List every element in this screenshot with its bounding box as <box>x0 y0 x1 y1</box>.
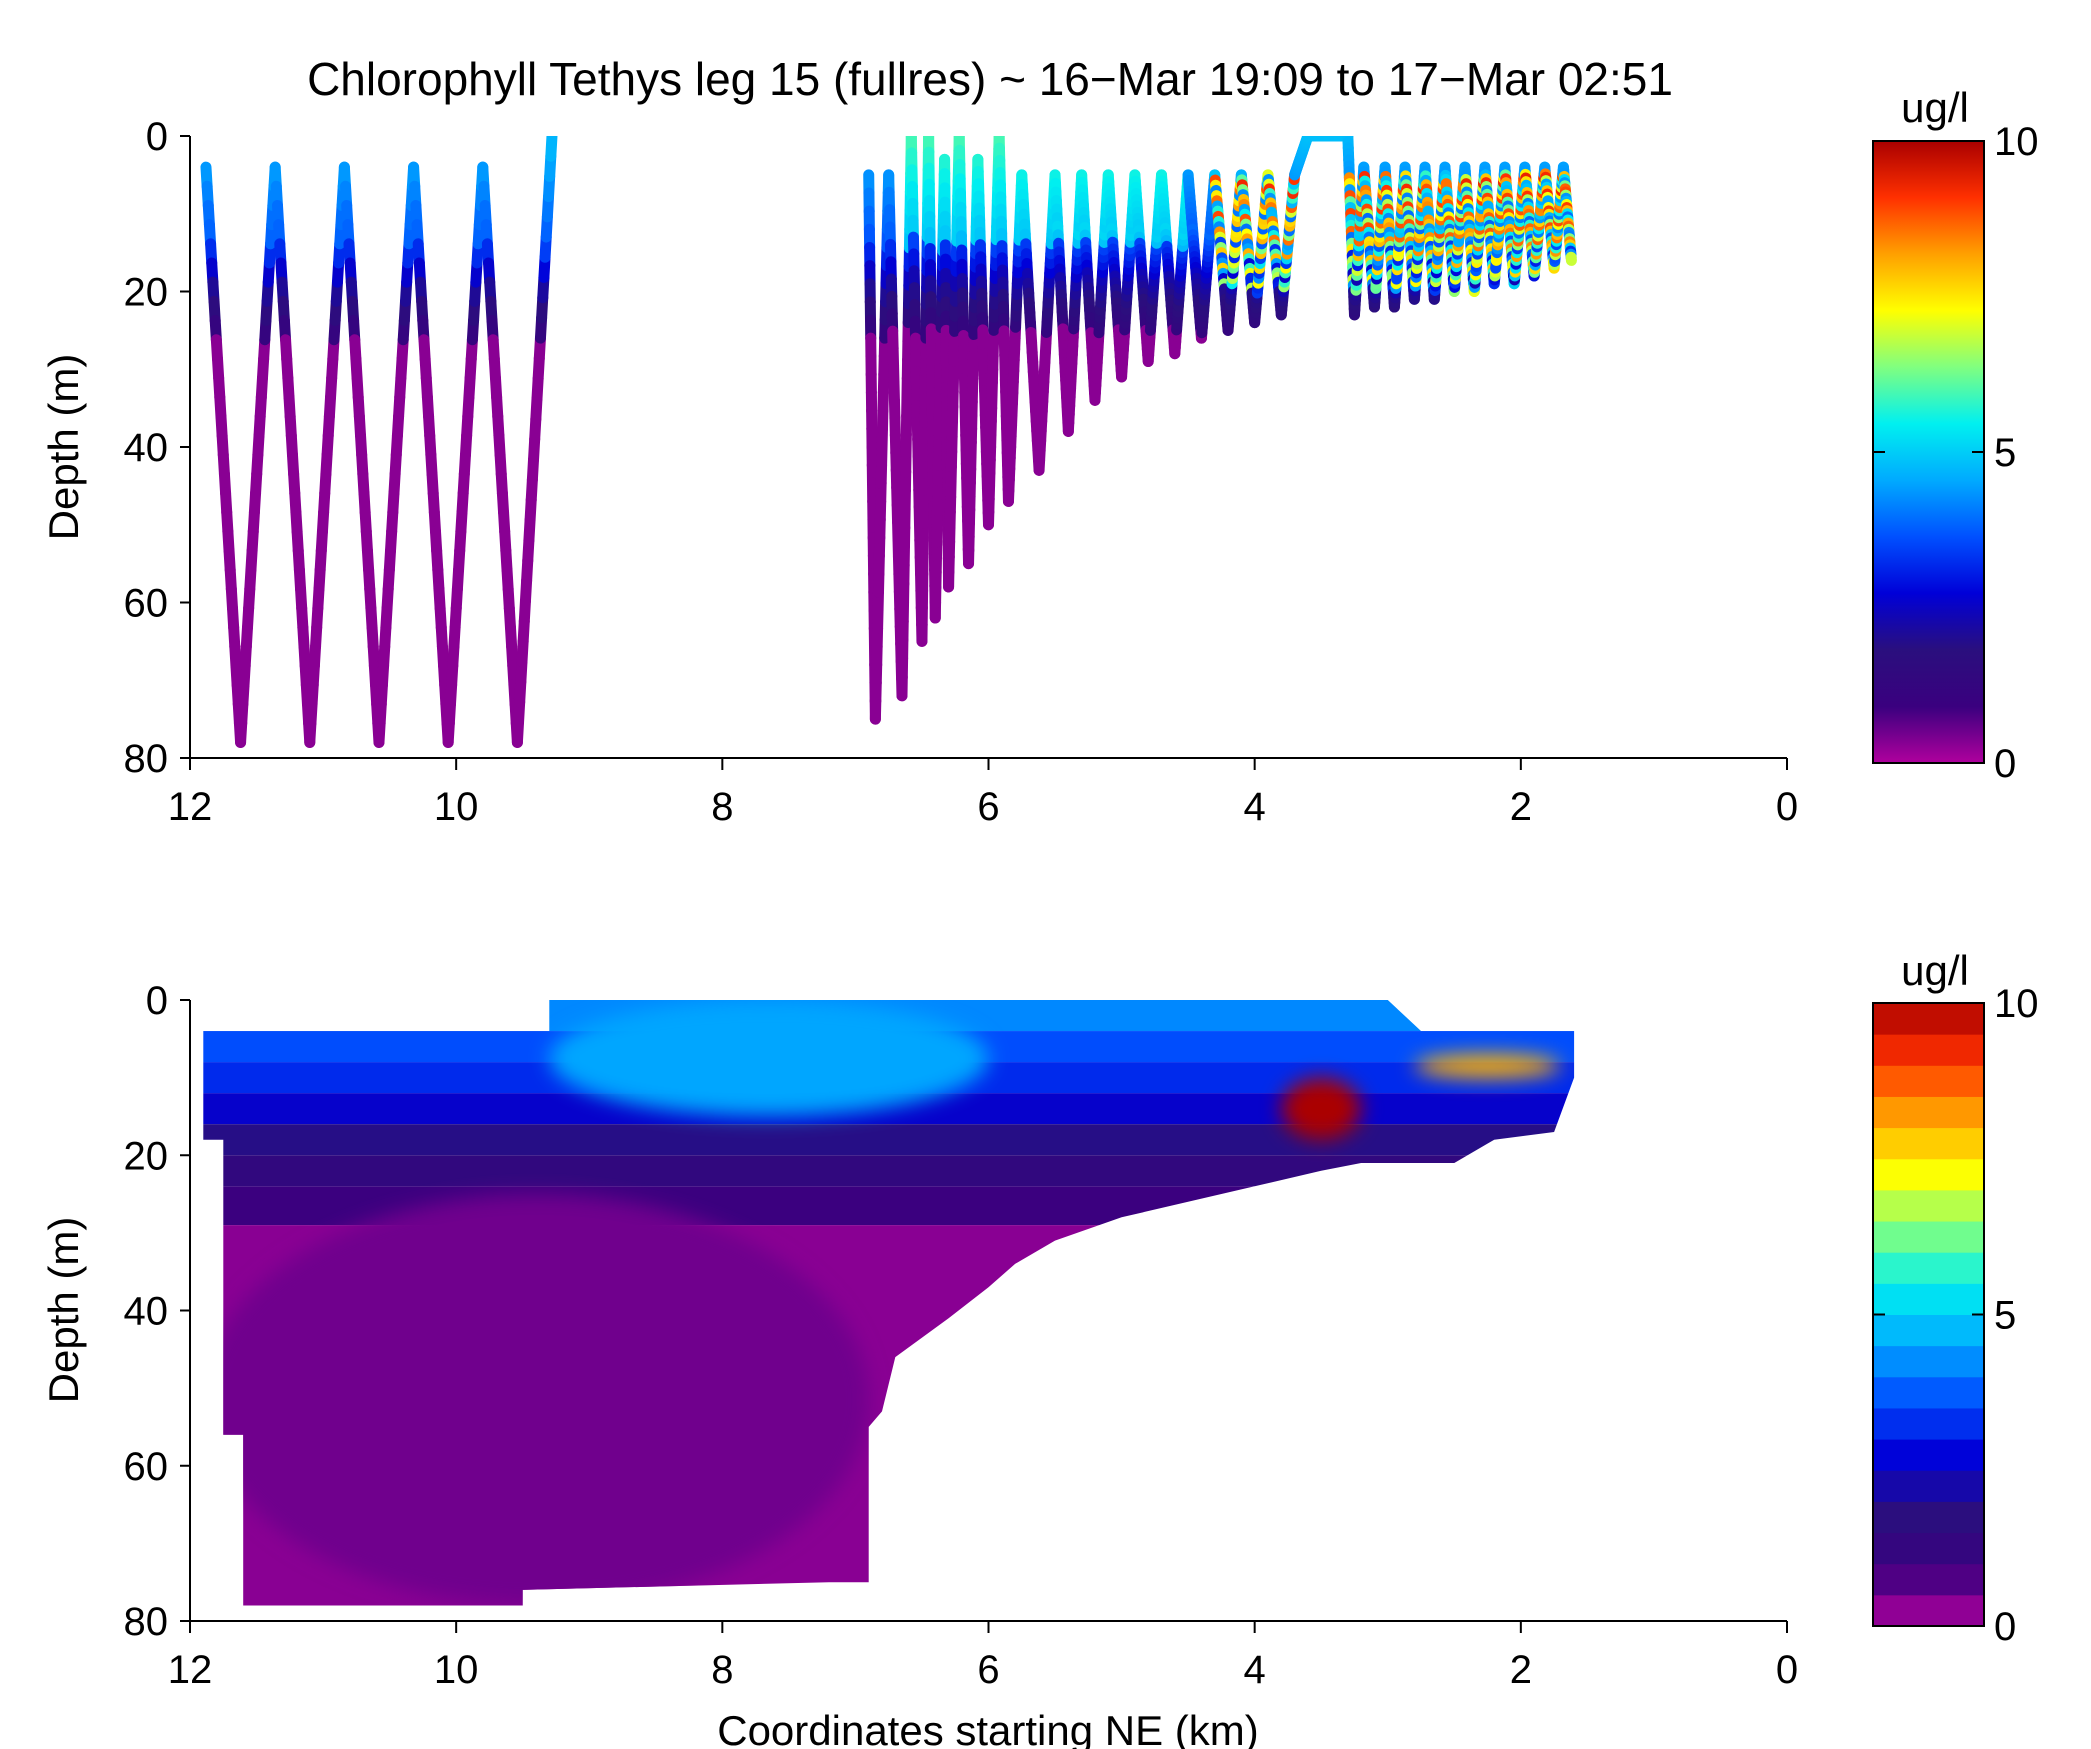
bottom-colorbar: ug/l 10 5 0 <box>1872 947 2039 1649</box>
bottom-x-tick-label: 4 <box>1244 1648 1266 1692</box>
colorbar-level <box>1873 1563 1984 1596</box>
colorbar-level <box>1873 1407 1984 1440</box>
colorbar-level <box>1873 1439 1984 1471</box>
colorbar-level <box>1873 1003 1984 1035</box>
colorbar-level <box>1873 1470 1984 1502</box>
contour-features <box>203 1000 1561 1606</box>
top-colorbar-tick-label: 5 <box>1994 431 2016 475</box>
colorbar-level <box>1873 1189 1984 1222</box>
top-y-axis-label: Depth (m) <box>40 354 87 541</box>
contour-band <box>203 1124 1575 1156</box>
chart-title: Chlorophyll Tethys leg 15 (fullres) ~ 16… <box>307 53 1673 105</box>
contour-band <box>203 1000 1575 1032</box>
yo-profile-tracks <box>200 136 1577 748</box>
colorbar-level <box>1873 1127 1984 1160</box>
bottom-colorbar-label: ug/l <box>1901 947 1969 994</box>
colorbar-level <box>1873 1501 1984 1534</box>
top-data-layer <box>200 136 1577 748</box>
bottom-colorbar-tick-label: 5 <box>1994 1294 2016 1338</box>
colorbar-level <box>1873 1158 1984 1191</box>
top-y-tick-label: 40 <box>124 426 169 470</box>
top-x-ticks: 12 10 8 6 4 2 0 <box>168 758 1798 829</box>
top-x-tick-label: 4 <box>1244 785 1266 829</box>
bottom-y-tick-label: 0 <box>146 979 168 1023</box>
top-colorbar: ug/l 10 5 0 <box>1872 84 2039 786</box>
bottom-x-tick-label: 0 <box>1776 1648 1798 1692</box>
bottom-x-tick-label: 12 <box>168 1648 213 1692</box>
colorbar-level <box>1873 1376 1984 1409</box>
contour-band <box>203 1093 1575 1125</box>
top-colorbar-ticks: 10 5 0 <box>1873 120 2039 786</box>
top-y-tick-label: 0 <box>146 115 168 159</box>
bottom-x-tick-label: 8 <box>711 1648 733 1692</box>
yo-profile-segment <box>545 136 558 162</box>
top-y-tick-label: 60 <box>124 582 169 626</box>
bottom-contour-field <box>203 1000 1575 1606</box>
colorbar-level <box>1873 1314 1984 1347</box>
top-colorbar-label: ug/l <box>1901 84 1969 131</box>
top-y-tick-label: 80 <box>124 737 169 781</box>
colorbar-level <box>1873 1221 1984 1253</box>
top-colorbar-tick-label: 0 <box>1994 742 2016 786</box>
bottom-colorbar-bands <box>1873 1003 1984 1627</box>
bottom-x-tick-label: 6 <box>977 1648 999 1692</box>
contour-band <box>203 1031 1575 1063</box>
bottom-y-tick-label: 60 <box>124 1445 169 1489</box>
colorbar-level <box>1873 1345 1984 1378</box>
colorbar-level <box>1873 1283 1984 1315</box>
colorbar-level <box>1873 1594 1984 1627</box>
bottom-y-tick-label: 20 <box>124 1134 169 1178</box>
top-colorbar-tick-label: 10 <box>1994 120 2039 164</box>
colorbar-level <box>1873 1065 1984 1097</box>
contour-band <box>203 1155 1575 1187</box>
top-y-tick-label: 20 <box>124 271 169 315</box>
contour-feature <box>1281 1077 1362 1140</box>
bottom-colorbar-tick-label: 0 <box>1994 1605 2016 1649</box>
bottom-y-ticks: 0 20 40 60 80 <box>124 979 190 1644</box>
bottom-y-tick-label: 80 <box>124 1600 169 1644</box>
bottom-y-axis-label: Depth (m) <box>40 1217 87 1404</box>
top-x-tick-label: 12 <box>168 785 213 829</box>
contour-feature <box>203 1194 869 1606</box>
top-x-tick-label: 0 <box>1776 785 1798 829</box>
top-y-ticks: 0 20 40 60 80 <box>124 115 190 781</box>
colorbar-level <box>1873 1532 1984 1565</box>
bottom-y-tick-label: 40 <box>124 1290 169 1334</box>
colorbar-level <box>1873 1252 1984 1284</box>
bottom-x-ticks: 12 10 8 6 4 2 0 <box>168 1621 1798 1692</box>
bottom-x-tick-label: 2 <box>1510 1648 1532 1692</box>
top-colorbar-gradient <box>1872 140 1985 764</box>
top-x-tick-label: 8 <box>711 785 733 829</box>
top-x-tick-label: 10 <box>434 785 479 829</box>
contour-feature <box>1414 1054 1561 1078</box>
colorbar-level <box>1873 1034 1984 1066</box>
top-x-tick-label: 6 <box>977 785 999 829</box>
bottom-x-axis-label: Coordinates starting NE (km) <box>717 1707 1259 1749</box>
bottom-x-tick-label: 10 <box>434 1648 479 1692</box>
bottom-colorbar-tick-label: 10 <box>1994 982 2039 1026</box>
top-x-tick-label: 2 <box>1510 785 1532 829</box>
contour-feature <box>549 1000 989 1117</box>
colorbar-level <box>1873 1096 1984 1129</box>
bottom-colorbar-ticks: 10 5 0 <box>1873 982 2039 1649</box>
